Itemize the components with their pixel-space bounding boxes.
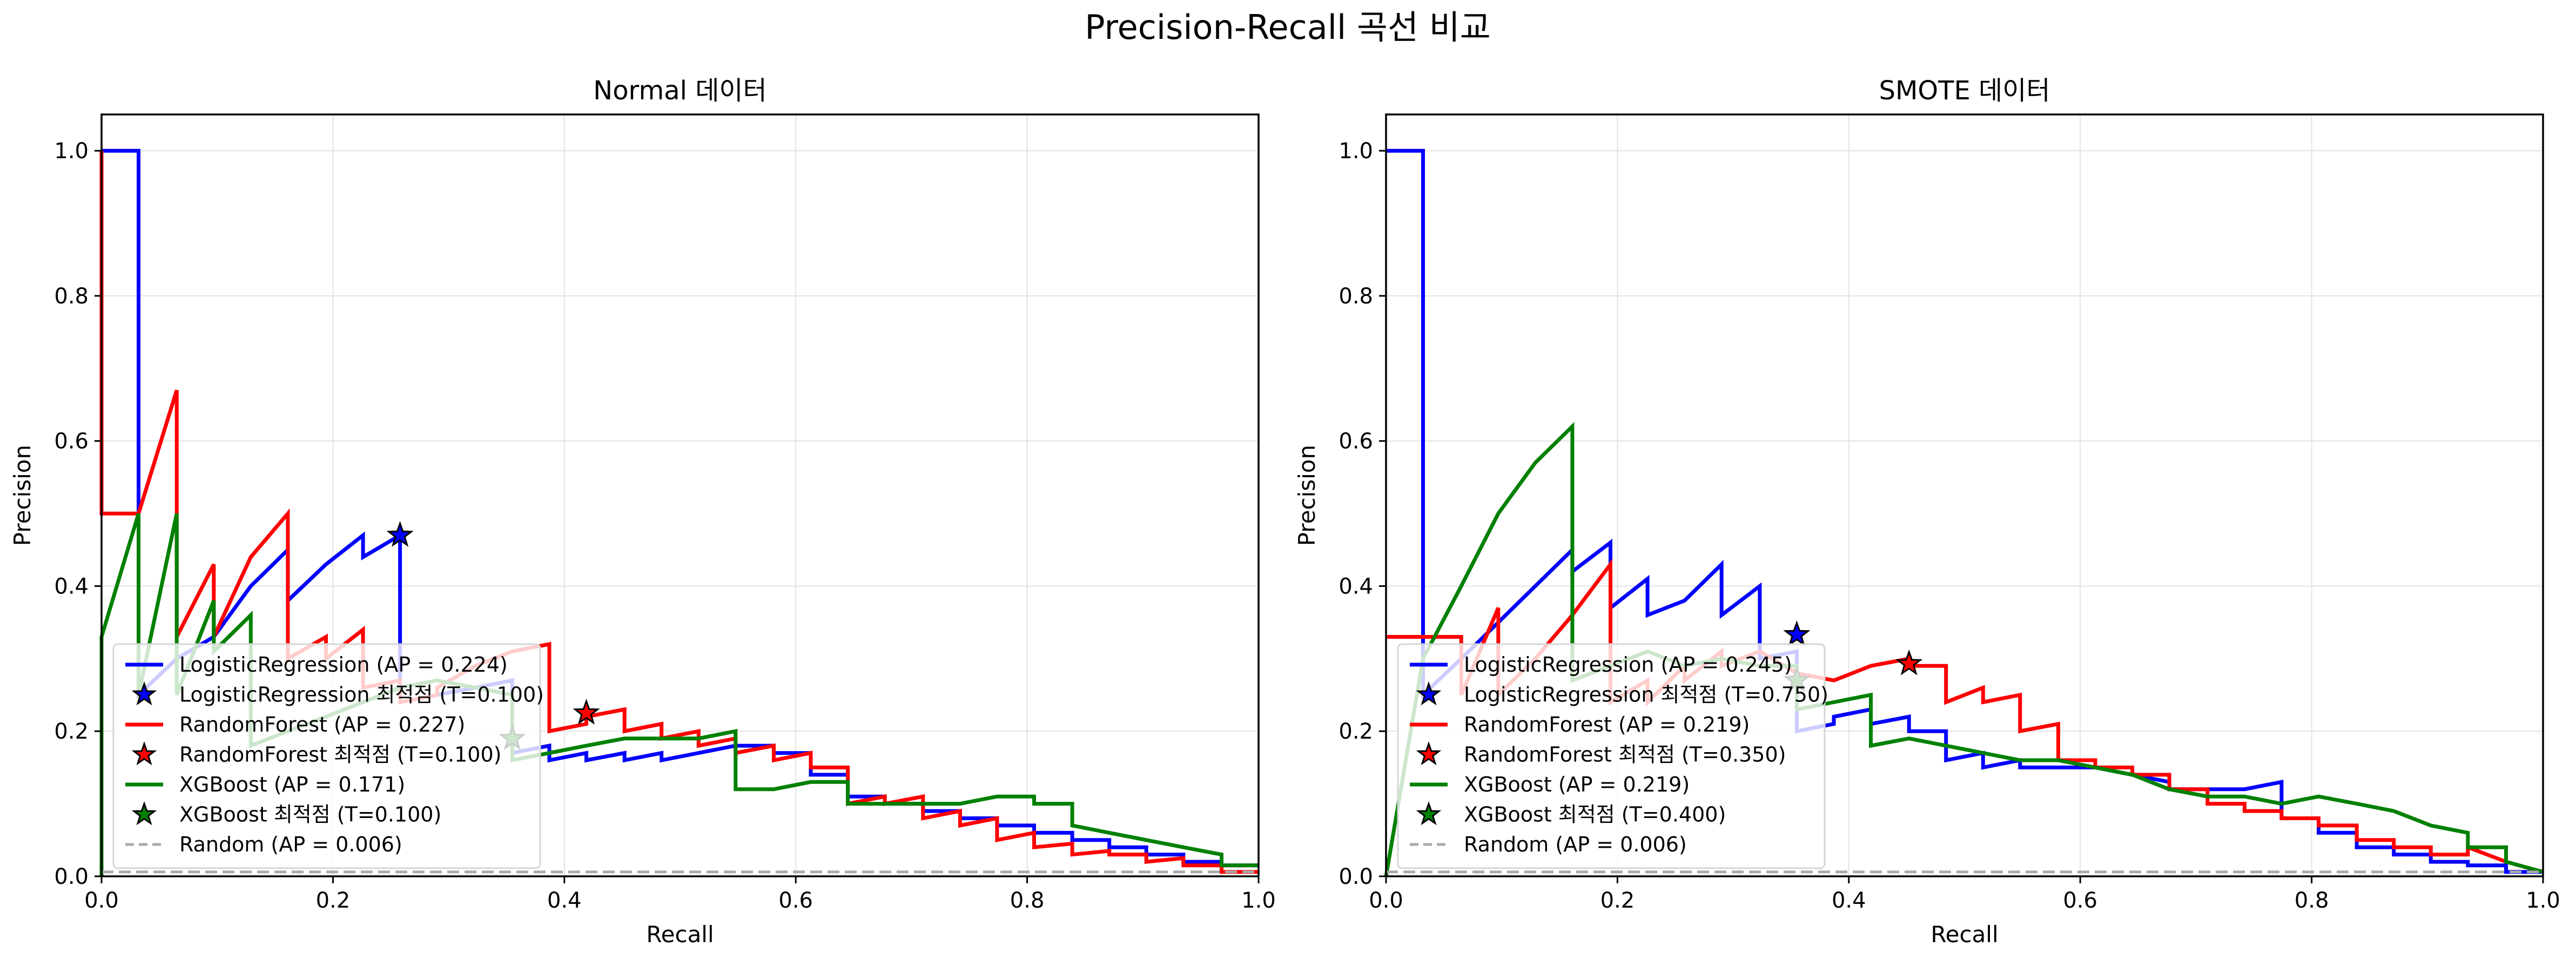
y-tick-label: 0.4 [1339,574,1373,599]
optimal-point-star [1895,649,1923,675]
legend-label: RandomForest 최적점 (T=0.100) [179,743,501,767]
x-axis-label: Recall [1931,921,1998,948]
legend-label: RandomForest (AP = 0.227) [179,713,465,736]
x-tick-label: 0.8 [1010,888,1045,913]
x-tick-label: 0.6 [2063,888,2097,913]
y-tick-label: 1.0 [54,139,89,164]
legend: LogisticRegression (AP = 0.224) LogisticR… [112,643,544,869]
legend-star-swatch [131,741,157,766]
x-tick-label: 0.8 [2295,888,2329,913]
y-axis-label: Precision [9,445,36,546]
y-axis-label: Precision [1294,445,1320,546]
optimal-point-star [573,699,600,725]
y-tick-label: 0.0 [54,864,89,889]
x-tick-label: 0.4 [547,888,582,913]
y-tick-label: 0.8 [54,284,89,309]
y-tick-label: 0.2 [54,719,89,744]
legend-label: XGBoost (AP = 0.219) [1464,773,1690,796]
legend-star-swatch [1416,801,1442,826]
legend-label: LogisticRegression 최적점 (T=0.750) [1464,683,1828,707]
optimal-point-star [386,520,414,547]
x-tick-label: 1.0 [1241,888,1276,913]
legend-box [112,643,541,869]
chart-panel-2: LogisticRegression (AP = 0.245) LogisticR… [1294,76,2560,948]
y-tick-label: 0.2 [1339,719,1373,744]
legend-star-swatch [131,801,157,826]
legend-label: XGBoost 최적점 (T=0.400) [1464,803,1726,827]
x-axis-label: Recall [646,921,714,948]
series-line [1386,148,2543,874]
y-tick-label: 0.0 [1339,864,1373,889]
panel-title: Normal 데이터 [593,76,766,106]
x-tick-label: 0.4 [1832,888,1866,913]
axes-frame [100,113,1260,877]
panel-title: SMOTE 데이터 [1879,76,2050,106]
x-tick-label: 0.6 [778,888,813,913]
x-tick-label: 0.0 [84,888,119,913]
x-tick-label: 0.2 [316,888,351,913]
legend: LogisticRegression (AP = 0.245) LogisticR… [1397,643,1828,869]
legend-label: LogisticRegression (AP = 0.245) [1464,653,1792,677]
legend-star-swatch [131,681,157,706]
legend-label: XGBoost 최적점 (T=0.100) [179,803,441,827]
y-tick-label: 0.6 [1339,429,1373,454]
legend-label: LogisticRegression 최적점 (T=0.100) [179,683,544,707]
y-tick-label: 0.6 [54,429,89,454]
x-tick-label: 1.0 [2526,888,2560,913]
chart-panel-1: LogisticRegression (AP = 0.224) LogisticR… [9,76,1276,948]
axes-frame [1385,113,2544,877]
y-tick-label: 0.4 [54,574,89,599]
legend-label: XGBoost (AP = 0.171) [179,773,405,796]
legend-label: Random (AP = 0.006) [1464,833,1687,856]
x-tick-label: 0.2 [1600,888,1635,913]
legend-label: RandomForest 최적점 (T=0.350) [1464,743,1786,767]
legend-star-swatch [1416,741,1442,766]
legend-box [1397,643,1826,869]
x-tick-label: 0.0 [1369,888,1403,913]
legend-label: Random (AP = 0.006) [179,833,402,856]
optimal-point-star [1783,620,1811,646]
y-tick-label: 0.8 [1339,284,1373,309]
legend-label: RandomForest (AP = 0.219) [1464,713,1750,736]
legend-label: LogisticRegression (AP = 0.224) [179,653,508,677]
figure-title: Precision-Recall 곡선 비교 [1085,8,1491,47]
y-tick-label: 1.0 [1339,139,1373,164]
legend-star-swatch [1416,681,1442,706]
